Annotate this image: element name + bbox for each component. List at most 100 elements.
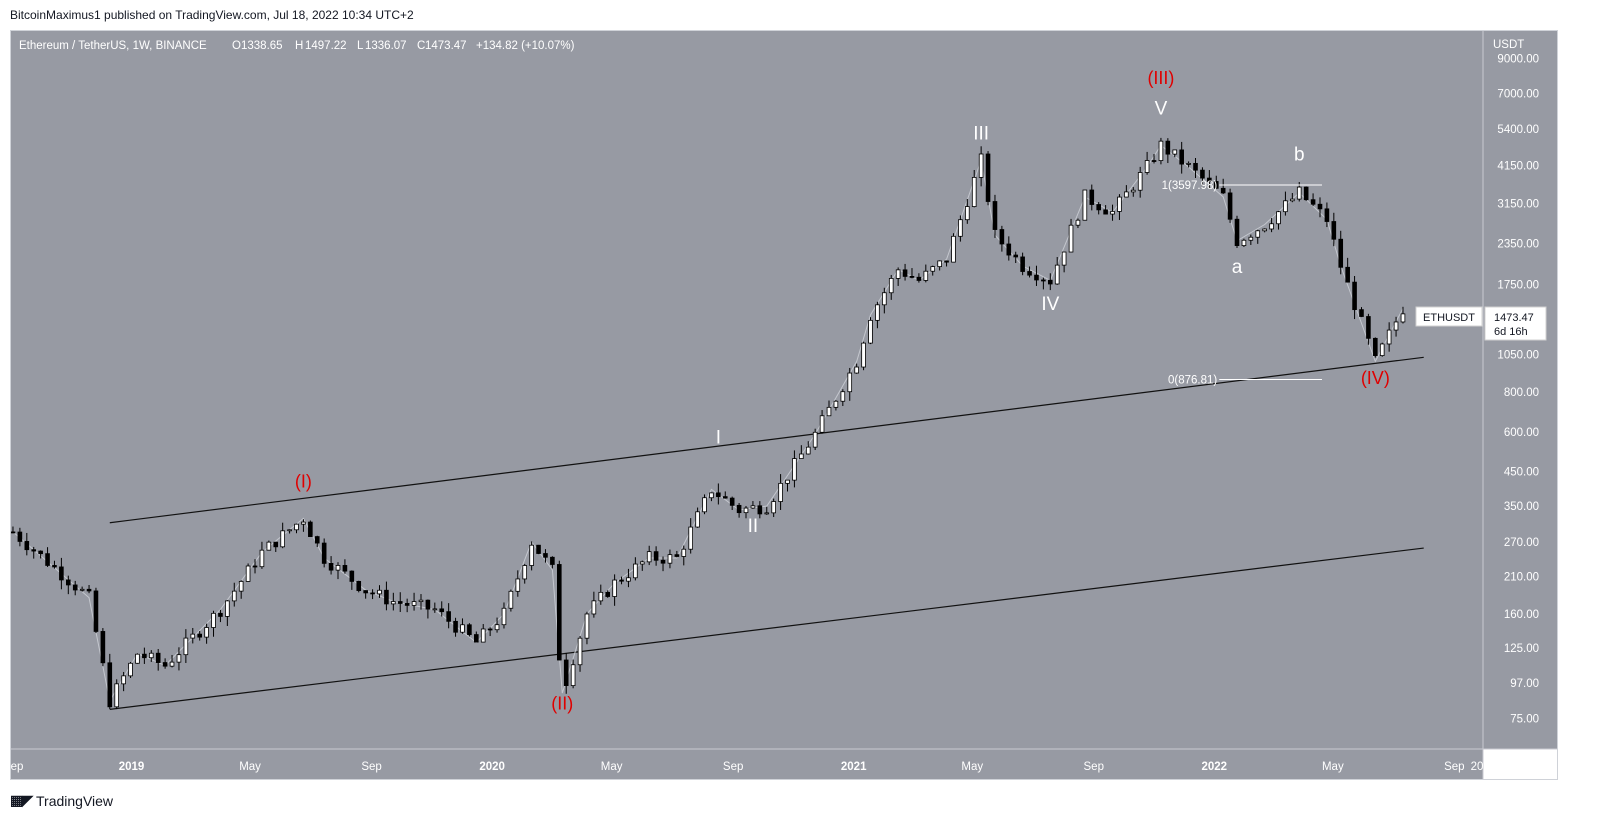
candle-body bbox=[314, 536, 320, 544]
symbol-title: Ethereum / TetherUS, 1W, BINANCE bbox=[19, 40, 207, 52]
price-axis-area[interactable] bbox=[1483, 31, 1557, 749]
price-tick-label: 350.00 bbox=[1504, 501, 1539, 513]
price-tick-label: 125.00 bbox=[1504, 643, 1539, 655]
time-tick-label: 20 bbox=[1471, 761, 1484, 773]
candle-body bbox=[190, 633, 196, 639]
symbol-tag-label: ETHUSDT bbox=[1423, 312, 1475, 324]
channel-lines[interactable] bbox=[109, 356, 1424, 710]
high-value: 1497.22 bbox=[305, 40, 347, 52]
countdown-value: 6d 16h bbox=[1494, 326, 1528, 338]
price-chart[interactable]: 1(3597.98)0(876.81) (I)(II)(III)(IV)IIII… bbox=[11, 31, 1557, 779]
candle-body bbox=[1089, 189, 1095, 205]
candle-body bbox=[501, 607, 507, 626]
channel-upper-line[interactable] bbox=[109, 356, 1424, 524]
candle-body bbox=[321, 542, 327, 564]
last-price-box bbox=[1484, 306, 1547, 341]
last-price-tag[interactable]: 1473.47 6d 16h bbox=[1484, 306, 1547, 341]
candle-body bbox=[1269, 223, 1274, 230]
candle-body bbox=[24, 541, 30, 551]
symbol-tag[interactable]: ETHUSDT bbox=[1415, 306, 1483, 327]
candle-body bbox=[494, 624, 500, 631]
candle-body bbox=[107, 662, 113, 708]
candle-body bbox=[646, 551, 652, 563]
chart-frame[interactable]: 1(3597.98) 0(876.81) (I) (II) (III) (IV) I II I… bbox=[10, 30, 1558, 780]
candle-body bbox=[792, 458, 797, 481]
candle-body bbox=[135, 653, 140, 664]
candle-body bbox=[1338, 238, 1344, 268]
candle-body bbox=[633, 563, 638, 579]
time-tick-label: May bbox=[1322, 761, 1344, 773]
candle-body bbox=[695, 511, 700, 528]
wave-label: (I) bbox=[295, 472, 312, 492]
candle-body bbox=[432, 608, 438, 611]
candle-body bbox=[875, 304, 880, 321]
candle-body bbox=[570, 664, 576, 686]
time-tick-label: Sep bbox=[1444, 761, 1464, 773]
candle-body bbox=[819, 415, 825, 433]
price-tick-label: 2350.00 bbox=[1497, 239, 1539, 251]
candle-body bbox=[826, 406, 832, 417]
candle-body bbox=[1331, 221, 1337, 240]
candle-body bbox=[750, 505, 756, 509]
time-tick-label: 2020 bbox=[479, 761, 505, 773]
candle-body bbox=[736, 504, 742, 514]
candle-body bbox=[1386, 329, 1392, 345]
candle-body bbox=[114, 683, 120, 708]
candle-body bbox=[418, 599, 424, 603]
candle-body bbox=[812, 431, 818, 448]
candle-body bbox=[280, 530, 285, 548]
candle-body bbox=[626, 577, 631, 582]
tradingview-logo-icon: ▦◤ bbox=[10, 792, 33, 808]
time-tick-label: May bbox=[239, 761, 261, 773]
candle-body bbox=[308, 521, 313, 537]
candle-body bbox=[1262, 228, 1267, 232]
candle-body bbox=[923, 270, 929, 281]
candle-body bbox=[1110, 211, 1115, 215]
candle-body bbox=[17, 531, 23, 542]
candle-body bbox=[238, 581, 244, 592]
candle-body bbox=[121, 675, 126, 685]
candle-body bbox=[356, 580, 362, 591]
low-value: 1336.07 bbox=[365, 40, 407, 52]
candle-body bbox=[460, 624, 465, 633]
candle-body bbox=[1006, 243, 1012, 256]
open-label: O bbox=[232, 40, 241, 52]
close-value: 1473.47 bbox=[425, 40, 467, 52]
candle-body bbox=[529, 544, 534, 566]
candle-body bbox=[1296, 186, 1302, 200]
price-tick-label: 1750.00 bbox=[1497, 279, 1539, 291]
candle-body bbox=[1373, 337, 1378, 357]
candle-body bbox=[65, 579, 71, 586]
channel-lower-line[interactable] bbox=[109, 547, 1424, 710]
time-axis-area[interactable] bbox=[11, 749, 1483, 779]
candle-body bbox=[660, 559, 666, 564]
candle-body bbox=[1317, 203, 1323, 210]
publisher-line: BitcoinMaximus1 published on TradingView… bbox=[10, 8, 414, 22]
candle-body bbox=[1124, 191, 1129, 198]
candle-body bbox=[619, 579, 624, 582]
candle-body bbox=[1096, 204, 1101, 211]
candle-body bbox=[273, 541, 279, 548]
candle-body bbox=[1276, 211, 1281, 225]
wave-label: b bbox=[1294, 144, 1305, 165]
time-tick-label: May bbox=[961, 761, 983, 773]
price-tick-label: 4150.00 bbox=[1497, 160, 1539, 172]
candle-body bbox=[951, 235, 956, 263]
price-tick-label: 270.00 bbox=[1504, 537, 1539, 549]
fib-levels[interactable]: 1(3597.98) 0(876.81) bbox=[1162, 180, 1322, 387]
candle-body bbox=[1061, 251, 1067, 266]
candle-body bbox=[1117, 196, 1122, 212]
brand[interactable]: ▦◤ TradingView bbox=[10, 792, 113, 809]
candle-body bbox=[653, 551, 659, 561]
candle-body bbox=[743, 507, 749, 514]
candle-body bbox=[1151, 160, 1157, 162]
candle-body bbox=[391, 601, 396, 605]
candle-body bbox=[965, 206, 970, 221]
price-tick-label: 600.00 bbox=[1504, 427, 1539, 439]
candle-body bbox=[1303, 186, 1309, 201]
candle-body bbox=[480, 628, 486, 643]
candle-body bbox=[211, 612, 216, 628]
candle-body bbox=[1220, 187, 1226, 194]
candle-body bbox=[411, 601, 417, 606]
candle-body bbox=[833, 400, 839, 408]
